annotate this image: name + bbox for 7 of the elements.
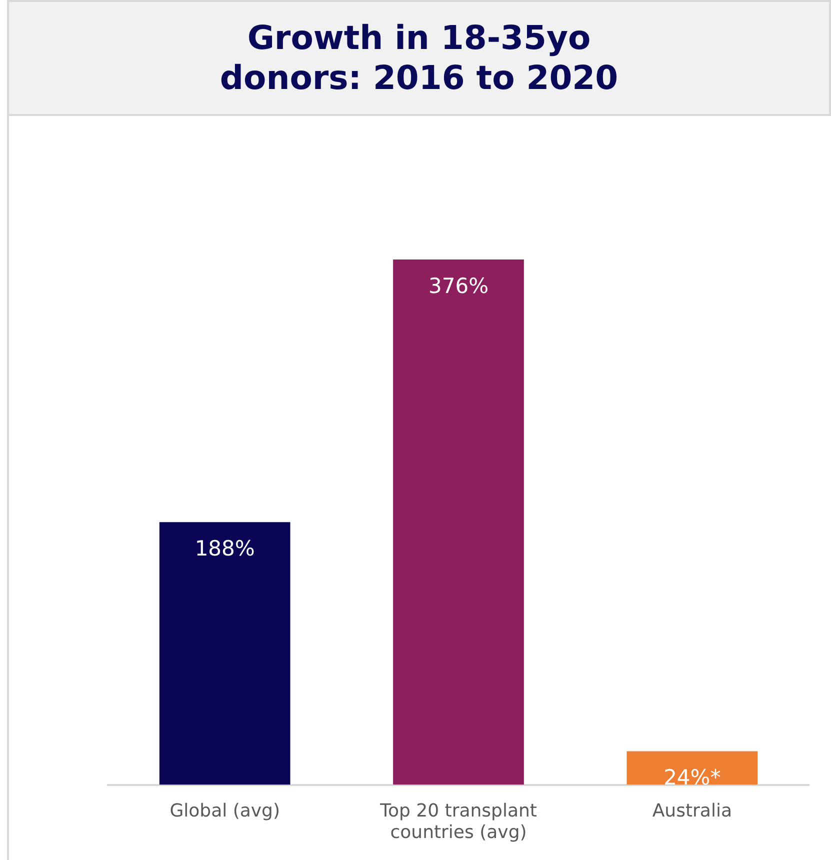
data-label: 188% xyxy=(194,536,255,561)
x-tick-label: Australia xyxy=(652,800,732,822)
data-label: 24%* xyxy=(664,766,721,790)
data-label: 376% xyxy=(428,274,489,298)
x-tick-label: Top 20 transplant countries (avg) xyxy=(379,800,537,843)
x-tick-label: Global (avg) xyxy=(170,800,280,822)
chart-title: Growth in 18-35yo donors: 2016 to 2020 xyxy=(218,18,620,98)
